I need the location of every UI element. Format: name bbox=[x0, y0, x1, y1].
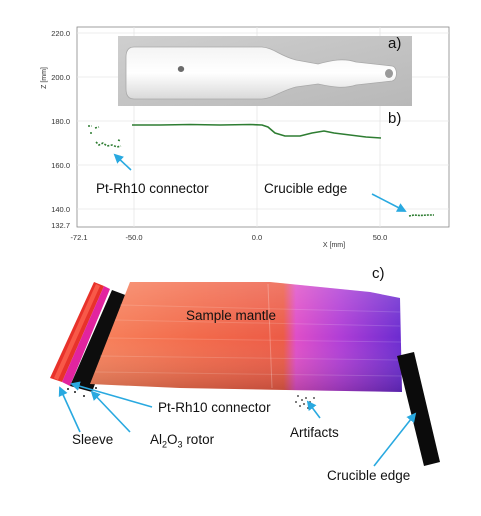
panel-label-c: c) bbox=[372, 265, 385, 282]
sleeve-highlight bbox=[54, 284, 100, 380]
connector-strip bbox=[70, 290, 128, 392]
rotor-label-suffix: rotor bbox=[182, 432, 215, 447]
crucible-edge-arrow-b bbox=[371, 193, 407, 212]
y-tick-label: 160.0 bbox=[51, 161, 70, 170]
rotor-label-o: O bbox=[167, 432, 178, 447]
crucible-body bbox=[125, 46, 397, 100]
x-axis-label: X [mm] bbox=[323, 242, 345, 249]
crucible-tip-opening bbox=[385, 69, 393, 78]
rotor-label-al: Al bbox=[150, 432, 163, 447]
crucible-edge-points bbox=[408, 214, 434, 217]
rotor-strip bbox=[62, 286, 110, 386]
sleeve-arrow bbox=[58, 386, 81, 433]
mantle-profile-line bbox=[132, 123, 382, 139]
y-axis-label: Z [mm] bbox=[41, 67, 48, 89]
x-axis: -72.1 -50.0 0.0 50.0 X [mm] bbox=[70, 233, 387, 249]
y-axis: 220.0 200.0 180.0 160.0 140.0 132.7 Z [m… bbox=[41, 29, 70, 230]
connector-arrow-b bbox=[113, 153, 132, 171]
profile-trace bbox=[88, 123, 434, 217]
mantle-shading bbox=[90, 282, 402, 392]
panel-label-a: a) bbox=[388, 35, 402, 52]
crucible-edge-block bbox=[397, 352, 440, 466]
rotor-arrow bbox=[90, 390, 131, 433]
rotor-label: Al2O3 rotor bbox=[150, 432, 214, 450]
crucible-photo bbox=[118, 36, 412, 106]
y-tick-label: 140.0 bbox=[51, 205, 70, 214]
y-tick-label: 132.7 bbox=[51, 221, 70, 230]
crucible-hole bbox=[177, 66, 185, 72]
y-tick-label: 220.0 bbox=[51, 29, 70, 38]
rotor-label-sub2: 3 bbox=[177, 439, 183, 450]
crucible-edge-label-b: Crucible edge bbox=[264, 181, 348, 196]
crucible-edge-label-c: Crucible edge bbox=[327, 468, 411, 483]
connector-label-c: Pt-Rh10 connector bbox=[158, 400, 271, 415]
connector-arrow-c bbox=[70, 381, 153, 408]
sample-mantle-label: Sample mantle bbox=[186, 308, 277, 323]
x-tick-label: 0.0 bbox=[252, 233, 262, 242]
y-tick-label: 200.0 bbox=[51, 73, 70, 82]
rotor-label-sub1: 2 bbox=[162, 439, 168, 450]
crucible-edge-arrow-c bbox=[373, 412, 417, 467]
scan-3d bbox=[50, 282, 440, 466]
artifacts-arrow bbox=[306, 400, 321, 419]
y-tick-label: 180.0 bbox=[51, 117, 70, 126]
x-tick-label: -72.1 bbox=[70, 233, 87, 242]
sleeve-label: Sleeve bbox=[72, 432, 114, 447]
panel-label-b: b) bbox=[388, 110, 402, 127]
mantle-streaks bbox=[94, 283, 403, 389]
artifacts-label: Artifacts bbox=[290, 425, 339, 440]
connector-scan-points bbox=[88, 125, 122, 148]
connector-label-b: Pt-Rh10 connector bbox=[96, 181, 209, 196]
x-tick-label: 50.0 bbox=[373, 233, 388, 242]
x-tick-label: -50.0 bbox=[125, 233, 142, 242]
